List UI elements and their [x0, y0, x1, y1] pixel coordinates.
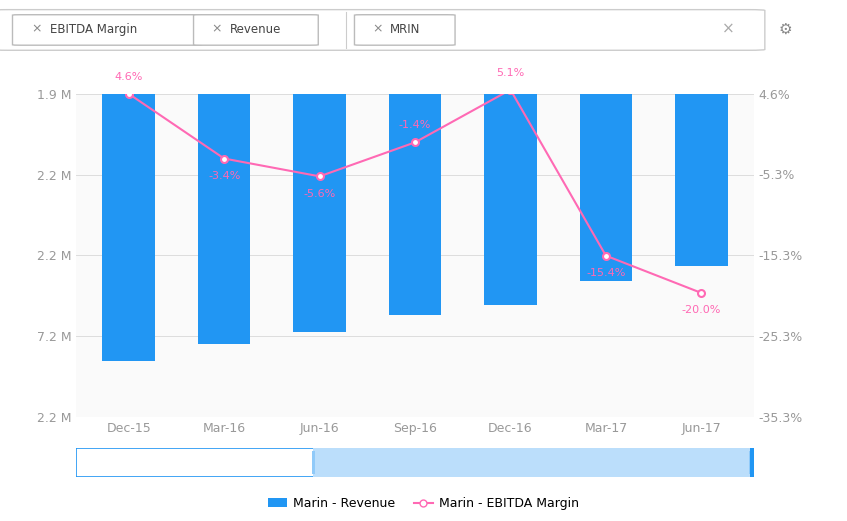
- Legend: Marin - Revenue, Marin - EBITDA Margin: Marin - Revenue, Marin - EBITDA Margin: [263, 492, 584, 515]
- Text: -15.4%: -15.4%: [586, 268, 626, 278]
- Text: Revenue: Revenue: [230, 23, 281, 35]
- FancyBboxPatch shape: [193, 15, 318, 45]
- Text: -20.0%: -20.0%: [682, 305, 721, 315]
- Text: ×: ×: [211, 23, 222, 35]
- FancyBboxPatch shape: [0, 10, 765, 51]
- Text: 24.0 M: 24.0 M: [396, 302, 434, 312]
- Text: 18.7 M: 18.7 M: [683, 253, 720, 263]
- Text: 29.0 M: 29.0 M: [110, 348, 147, 357]
- Bar: [750, 448, 754, 477]
- Text: MRIN: MRIN: [390, 23, 420, 35]
- Bar: [312, 451, 315, 474]
- Text: -1.4%: -1.4%: [399, 120, 431, 130]
- Bar: [579, 94, 632, 281]
- Bar: [484, 94, 537, 305]
- Bar: [102, 94, 155, 362]
- Text: 22.9 M: 22.9 M: [491, 291, 529, 301]
- Text: ×: ×: [372, 23, 383, 35]
- Text: 20.3 M: 20.3 M: [587, 267, 625, 277]
- Text: 5.1%: 5.1%: [496, 68, 524, 78]
- FancyBboxPatch shape: [355, 15, 455, 45]
- Bar: [675, 94, 728, 266]
- Text: -5.6%: -5.6%: [303, 189, 335, 199]
- Bar: [749, 451, 752, 474]
- Bar: [313, 448, 754, 477]
- FancyBboxPatch shape: [13, 15, 202, 45]
- Bar: [198, 94, 251, 344]
- Text: 27.1 M: 27.1 M: [205, 330, 243, 340]
- Text: ⚙: ⚙: [778, 22, 792, 36]
- Text: -3.4%: -3.4%: [208, 171, 241, 181]
- Bar: [389, 94, 441, 315]
- Text: 25.8 M: 25.8 M: [301, 318, 339, 328]
- Text: 4.6%: 4.6%: [114, 71, 143, 82]
- Text: EBITDA Margin: EBITDA Margin: [50, 23, 137, 35]
- Text: ×: ×: [31, 23, 42, 35]
- Bar: [293, 94, 346, 332]
- Text: ×: ×: [722, 22, 735, 36]
